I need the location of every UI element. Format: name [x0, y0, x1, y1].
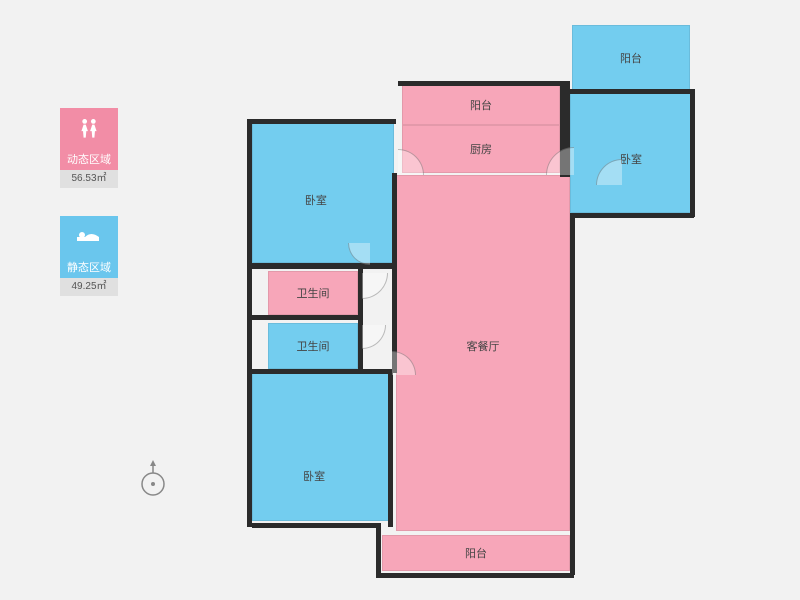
wall-7	[568, 89, 694, 94]
people-icon	[60, 108, 118, 150]
room-label-bath1: 卫生间	[297, 285, 330, 301]
room-label-bedroom-tr: 卧室	[620, 151, 642, 167]
room-label-balcony-top: 阳台	[620, 50, 642, 66]
floor-plan: 阳台卧室阳台厨房卧室卫生间卫生间卧室客餐厅阳台	[252, 25, 742, 580]
legend-dynamic: 动态区域 56.53㎡	[60, 108, 118, 188]
room-label-living: 客餐厅	[467, 338, 500, 354]
room-label-kitchen: 厨房	[470, 141, 492, 157]
wall-9	[398, 81, 564, 86]
legend-static-label: 静态区域	[60, 258, 118, 278]
wall-6	[690, 89, 695, 217]
room-label-balcony-s: 阳台	[465, 545, 487, 561]
wall-5	[570, 213, 694, 218]
wall-11	[392, 173, 397, 373]
wall-12	[252, 263, 394, 269]
legend: 动态区域 56.53㎡ 静态区域 49.25㎡	[60, 108, 118, 324]
room-label-bedroom-sw: 卧室	[303, 468, 325, 484]
wall-2	[376, 523, 381, 575]
sleep-icon	[60, 216, 118, 258]
room-label-balcony-nw: 阳台	[470, 97, 492, 113]
wall-10	[252, 119, 396, 124]
legend-static-value: 49.25㎡	[60, 278, 118, 296]
legend-static: 静态区域 49.25㎡	[60, 216, 118, 296]
wall-3	[376, 573, 574, 578]
legend-dynamic-value: 56.53㎡	[60, 170, 118, 188]
wall-15	[252, 369, 392, 374]
wall-16	[388, 371, 393, 527]
room-label-bedroom-nw: 卧室	[305, 192, 327, 208]
wall-14	[252, 315, 360, 320]
compass-icon	[138, 460, 168, 498]
legend-dynamic-label: 动态区域	[60, 150, 118, 170]
wall-1	[252, 523, 378, 528]
wall-0	[247, 119, 252, 527]
wall-4	[570, 215, 575, 575]
room-label-bath2: 卫生间	[297, 338, 330, 354]
room-bedroom-sw	[252, 371, 390, 521]
